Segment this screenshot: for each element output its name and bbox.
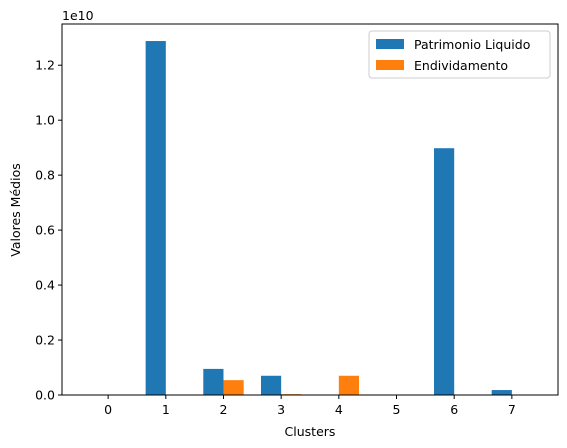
x-tick-label-6: 6 (450, 402, 458, 417)
y-tick-label-0.6: 0.6 (35, 223, 55, 238)
plot-frame (61, 23, 559, 396)
x-tick-label-7: 7 (508, 402, 516, 417)
x-tick-label-1: 1 (162, 402, 170, 417)
bar-patrimonio-liquido-1 (145, 41, 166, 396)
bar-patrimonio-liquido-6 (434, 148, 455, 395)
legend-swatch-patrimonio-liquido (376, 39, 404, 49)
bar-endividamento-4 (338, 375, 360, 395)
y-tick-label-0.8: 0.8 (35, 168, 55, 183)
x-tick-label-4: 4 (335, 402, 343, 417)
legend-label-patrimonio-liquido: Patrimonio Liquido (414, 37, 530, 52)
bars-layer (145, 41, 512, 396)
y-axis: 0.0 0.2 0.4 0.6 0.8 1.0 1.2 (35, 58, 62, 403)
legend-label-endividamento: Endividamento (414, 58, 508, 73)
bar-patrimonio-liquido-2 (203, 368, 224, 395)
x-tick-label-2: 2 (220, 402, 228, 417)
bar-patrimonio-liquido-3 (260, 375, 282, 395)
bar-patrimonio-liquido-7 (491, 390, 512, 395)
y-axis-label: Valores Médios (8, 163, 23, 256)
x-tick-label-0: 0 (104, 402, 112, 417)
y-tick-label-0.2: 0.2 (35, 333, 55, 348)
y-axis-offset-label: 1e10 (62, 8, 94, 23)
y-tick-label-1.2: 1.2 (35, 58, 55, 73)
x-axis-label: Clusters (285, 424, 336, 439)
legend: Patrimonio Liquido Endividamento (368, 30, 551, 79)
y-tick-label-0.0: 0.0 (35, 388, 55, 403)
x-axis: 0 1 2 3 4 5 6 7 (104, 395, 516, 417)
x-tick-label-5: 5 (393, 402, 401, 417)
bar-endividamento-2 (223, 380, 244, 395)
x-tick-label-3: 3 (277, 402, 285, 417)
legend-box (368, 30, 551, 79)
y-tick-label-1.0: 1.0 (35, 113, 55, 128)
y-tick-label-0.4: 0.4 (35, 278, 55, 293)
legend-swatch-endividamento (376, 60, 404, 70)
